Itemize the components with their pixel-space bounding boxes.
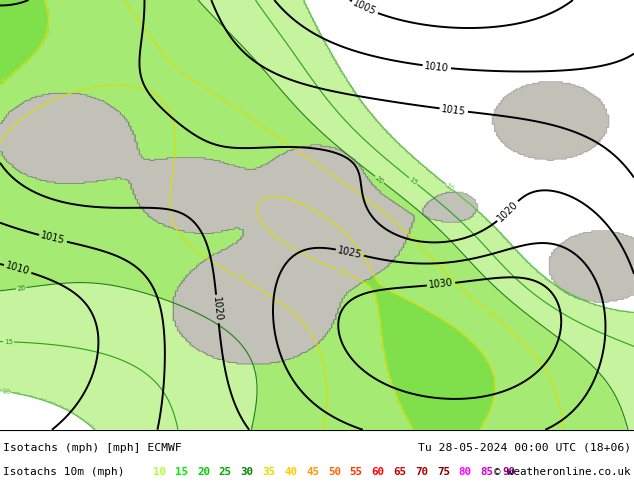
Text: 15: 15 xyxy=(408,176,418,186)
Text: 10: 10 xyxy=(444,182,455,192)
Text: 1015: 1015 xyxy=(441,103,467,117)
Text: 10: 10 xyxy=(1,388,11,395)
Text: 1020: 1020 xyxy=(495,199,520,223)
Text: 10: 10 xyxy=(153,467,166,477)
Text: 70: 70 xyxy=(415,467,428,477)
Text: 30: 30 xyxy=(241,467,254,477)
Text: 1025: 1025 xyxy=(337,245,363,260)
Text: 15: 15 xyxy=(175,467,188,477)
Text: 1020: 1020 xyxy=(211,296,224,322)
Text: 1030: 1030 xyxy=(429,278,454,291)
Text: Isotachs (mph) [mph] ECMWF: Isotachs (mph) [mph] ECMWF xyxy=(3,443,182,453)
Text: © weatheronline.co.uk: © weatheronline.co.uk xyxy=(495,467,631,477)
Text: 50: 50 xyxy=(328,467,341,477)
Text: 20: 20 xyxy=(374,174,385,185)
Text: 90: 90 xyxy=(503,467,515,477)
Text: 30: 30 xyxy=(336,267,346,276)
Text: 40: 40 xyxy=(284,467,297,477)
Text: 65: 65 xyxy=(393,467,406,477)
Text: 1010: 1010 xyxy=(424,61,450,73)
Text: 20: 20 xyxy=(16,285,26,292)
Text: 30: 30 xyxy=(0,75,10,86)
Text: 25: 25 xyxy=(219,467,232,477)
Text: Isotachs 10m (mph): Isotachs 10m (mph) xyxy=(3,467,125,477)
Text: 25: 25 xyxy=(236,274,247,284)
Text: 25: 25 xyxy=(484,308,495,318)
Text: 60: 60 xyxy=(372,467,385,477)
Text: 35: 35 xyxy=(262,467,276,477)
Text: 1015: 1015 xyxy=(40,231,66,246)
Text: 80: 80 xyxy=(459,467,472,477)
Text: 55: 55 xyxy=(350,467,363,477)
Text: 45: 45 xyxy=(306,467,319,477)
Text: 1005: 1005 xyxy=(351,0,378,17)
Text: 85: 85 xyxy=(481,467,494,477)
Text: 20: 20 xyxy=(197,467,210,477)
Text: Tu 28-05-2024 00:00 UTC (18+06): Tu 28-05-2024 00:00 UTC (18+06) xyxy=(418,443,631,453)
Text: 15: 15 xyxy=(4,339,13,345)
Text: 1010: 1010 xyxy=(4,261,31,277)
Text: 75: 75 xyxy=(437,467,450,477)
